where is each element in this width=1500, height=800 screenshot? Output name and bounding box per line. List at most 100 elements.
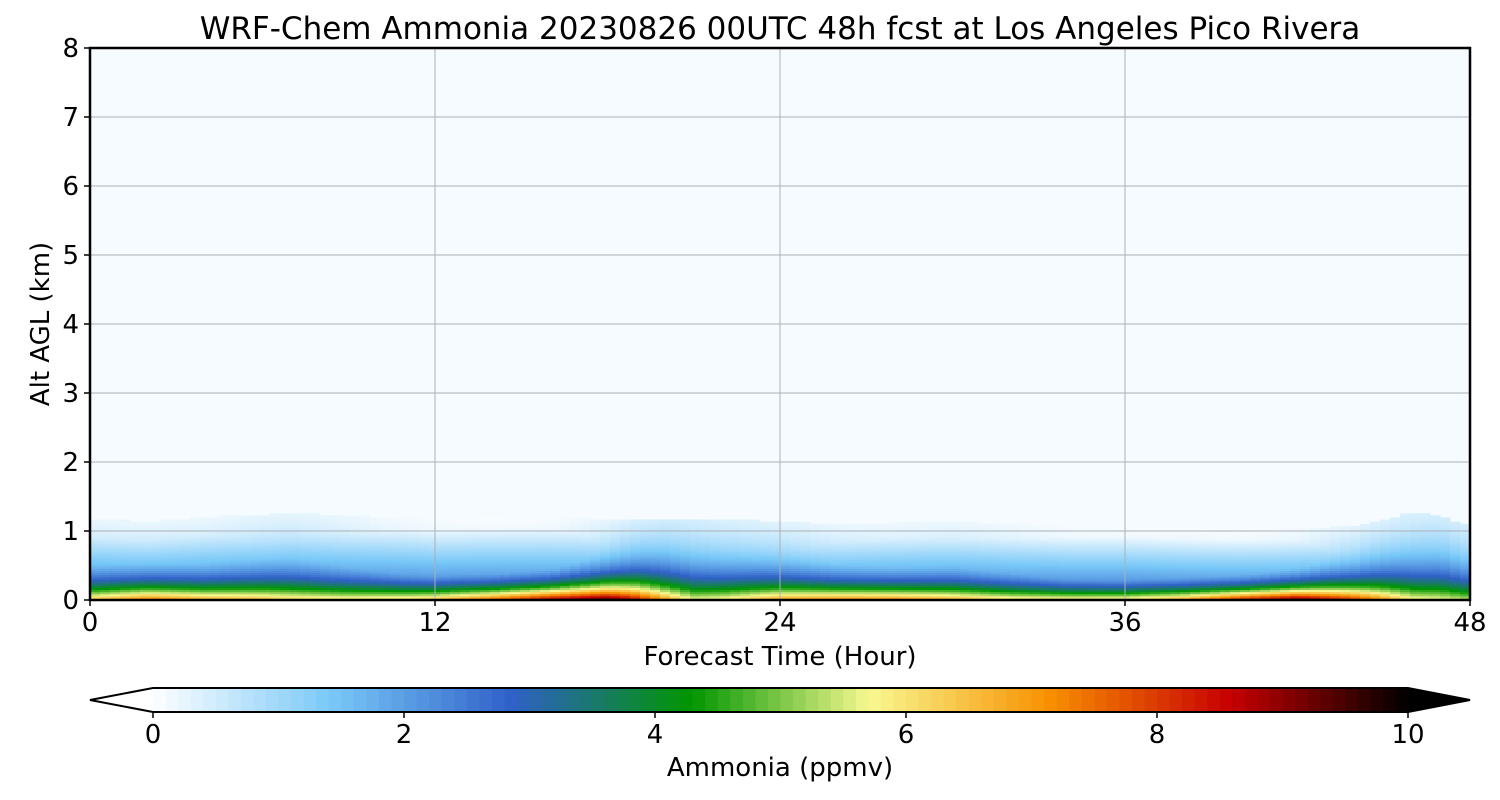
heatmap-cell	[640, 542, 651, 546]
heatmap-cell	[1420, 561, 1431, 565]
heatmap-cell	[160, 547, 171, 550]
heatmap-cell	[850, 591, 861, 595]
heatmap-cell	[1160, 547, 1171, 550]
heatmap-cell	[680, 570, 691, 574]
heatmap-cell	[390, 538, 401, 542]
heatmap-cell	[800, 544, 811, 548]
heatmap-cell	[1190, 587, 1201, 591]
heatmap-cell	[1340, 551, 1351, 555]
heatmap-cell	[1380, 564, 1391, 567]
heatmap-cell	[980, 564, 991, 567]
heatmap-cell	[960, 587, 971, 591]
heatmap-cell	[1300, 551, 1311, 555]
heatmap-cell	[540, 583, 551, 586]
heatmap-cell	[410, 525, 421, 529]
heatmap-cell	[330, 557, 341, 561]
heatmap-cell	[1390, 580, 1401, 584]
heatmap-cell	[350, 515, 361, 519]
heatmap-cell	[1410, 538, 1421, 542]
heatmap-cell	[1270, 547, 1281, 550]
heatmap-cell	[1060, 542, 1071, 546]
heatmap-cell	[480, 547, 491, 550]
heatmap-cell	[480, 572, 491, 576]
heatmap-cell	[1230, 568, 1241, 571]
heatmap-cell	[210, 583, 221, 586]
heatmap-cell	[110, 566, 121, 569]
heatmap-cell	[120, 593, 131, 597]
heatmap-cell	[1230, 587, 1241, 591]
heatmap-cell	[1160, 593, 1171, 597]
heatmap-cell	[460, 532, 471, 535]
heatmap-cell	[910, 532, 921, 535]
heatmap-cell	[1160, 551, 1171, 555]
heatmap-cell	[1260, 528, 1271, 531]
heatmap-cell	[1180, 564, 1191, 567]
heatmap-cell	[450, 538, 461, 542]
heatmap-cell	[290, 540, 301, 544]
heatmap-cell	[360, 551, 371, 555]
heatmap-cell	[1000, 580, 1011, 584]
heatmap-cell	[110, 578, 121, 582]
heatmap-cell	[280, 547, 291, 550]
heatmap-cell	[460, 547, 471, 550]
heatmap-cell	[600, 555, 611, 559]
heatmap-cell	[1420, 515, 1431, 519]
heatmap-cell	[220, 517, 231, 521]
heatmap-cell	[160, 578, 171, 582]
heatmap-cell	[1340, 542, 1351, 546]
heatmap-cell	[540, 517, 551, 521]
heatmap-cell	[200, 593, 211, 597]
heatmap-cell	[620, 576, 631, 580]
heatmap-cell	[700, 553, 711, 557]
heatmap-cell	[870, 534, 881, 538]
heatmap-cell	[670, 551, 681, 555]
heatmap-cell	[1350, 536, 1361, 540]
heatmap-cell	[800, 542, 811, 546]
heatmap-cell	[1270, 561, 1281, 565]
heatmap-cell	[400, 528, 411, 531]
heatmap-cell	[540, 521, 551, 525]
heatmap-cell	[1290, 589, 1301, 593]
heatmap-cell	[700, 542, 711, 546]
heatmap-cell	[750, 566, 761, 569]
heatmap-cell	[940, 559, 951, 563]
heatmap-cell	[1390, 576, 1401, 580]
heatmap-cell	[210, 589, 221, 593]
heatmap-cell	[1240, 559, 1251, 563]
heatmap-cell	[1240, 532, 1251, 535]
heatmap-cell	[1180, 551, 1191, 555]
heatmap-cell	[960, 568, 971, 571]
heatmap-cell	[880, 547, 891, 550]
heatmap-cell	[1070, 589, 1081, 593]
heatmap-cell	[310, 583, 321, 586]
heatmap-cell	[1410, 544, 1421, 548]
heatmap-cell	[310, 534, 321, 538]
heatmap-cell	[470, 564, 481, 567]
heatmap-cell	[330, 559, 341, 563]
heatmap-cell	[1210, 578, 1221, 582]
heatmap-cell	[450, 576, 461, 580]
heatmap-cell	[730, 540, 741, 544]
heatmap-cell	[690, 576, 701, 580]
heatmap-cell	[1010, 549, 1021, 552]
heatmap-cell	[1240, 578, 1251, 582]
heatmap-cell	[570, 583, 581, 586]
heatmap-cell	[340, 559, 351, 563]
heatmap-cell	[320, 566, 331, 569]
heatmap-cell	[600, 585, 611, 588]
heatmap-cell	[1390, 570, 1401, 574]
heatmap-cell	[820, 525, 831, 529]
heatmap-cell	[360, 564, 371, 567]
heatmap-cell	[290, 517, 301, 521]
heatmap-cell	[380, 549, 391, 552]
heatmap-cell	[800, 593, 811, 597]
heatmap-cell	[270, 574, 281, 578]
heatmap-cell	[860, 557, 871, 561]
heatmap-cell	[770, 544, 781, 548]
heatmap-cell	[640, 534, 651, 538]
heatmap-cell	[1040, 555, 1051, 559]
heatmap-cell	[1390, 566, 1401, 569]
heatmap-cell	[230, 591, 241, 595]
heatmap-cell	[170, 593, 181, 597]
heatmap-cell	[720, 547, 731, 550]
